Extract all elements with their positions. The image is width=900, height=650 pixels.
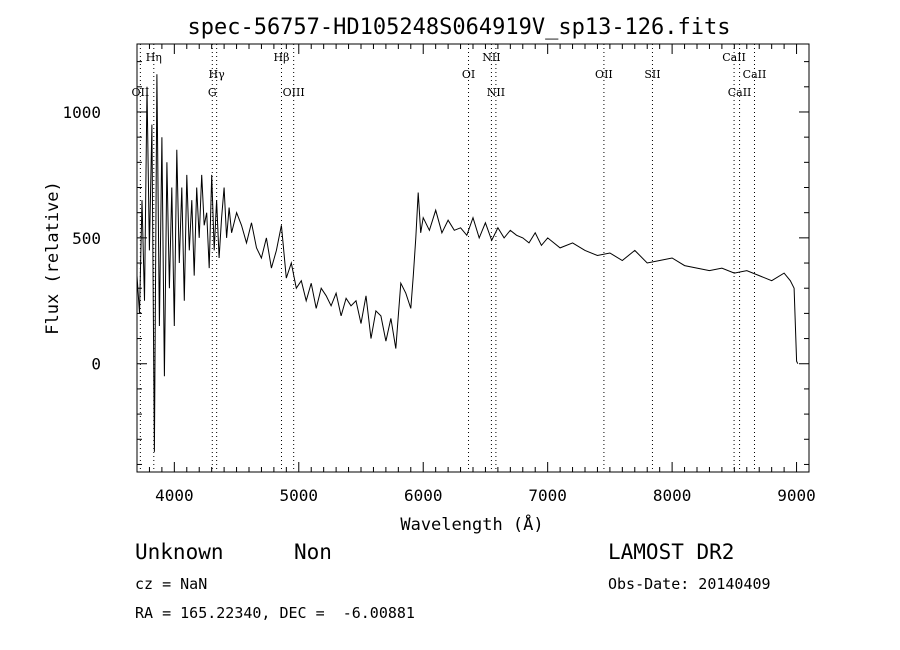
spectral-line-label: NII <box>482 51 500 64</box>
chart-title: spec-56757-HD105248S064919V_sp13-126.fit… <box>187 15 730 40</box>
y-tick-label: 0 <box>91 355 101 374</box>
spectral-line-label: Hβ <box>274 51 290 64</box>
spectral-line-label: CaII <box>728 86 752 99</box>
x-tick-label: 8000 <box>653 486 692 505</box>
subclass-label: Non <box>294 540 332 564</box>
spectral-line-label: Hγ <box>209 68 226 81</box>
y-axis-label: Flux (relative) <box>43 181 63 335</box>
plot-frame <box>136 43 810 473</box>
spectral-line-label: OI <box>462 68 475 81</box>
x-tick-label: 7000 <box>528 486 567 505</box>
spectral-line-label: CaII <box>743 68 767 81</box>
spectral-line-label: OII <box>595 68 613 81</box>
spectral-line-label: Hη <box>146 51 162 64</box>
x-axis-label: Wavelength (Å) <box>400 513 543 535</box>
spectrum-plot: spec-56757-HD105248S064919V_sp13-126.fit… <box>43 15 816 535</box>
spectral-line-label: SII <box>644 68 660 81</box>
flux-series-line <box>136 74 799 452</box>
coordinates-label: RA = 165.22340, DEC = -6.00881 <box>135 604 415 622</box>
redshift-label: cz = NaN <box>135 575 208 593</box>
axis-tick-labels: 4000 5000 6000 7000 8000 9000 0 500 1000 <box>62 103 815 505</box>
x-tick-label: 9000 <box>777 486 816 505</box>
x-tick-label: 6000 <box>404 486 443 505</box>
spectral-line-label: G <box>208 86 217 99</box>
spectral-class-label: Unknown <box>135 540 224 564</box>
x-tick-label: 5000 <box>280 486 319 505</box>
spectral-line-label: NII <box>487 86 505 99</box>
y-tick-label: 1000 <box>62 103 101 122</box>
survey-label: LAMOST DR2 <box>608 540 735 564</box>
axis-ticks <box>136 44 810 472</box>
spectral-line-label: OII <box>132 86 150 99</box>
x-tick-label: 4000 <box>155 486 194 505</box>
spectral-line-label: OIII <box>283 86 305 99</box>
obs-date-label: Obs-Date: 20140409 <box>608 575 771 593</box>
y-tick-label: 500 <box>72 229 101 248</box>
spectral-line-label: CaII <box>722 51 746 64</box>
